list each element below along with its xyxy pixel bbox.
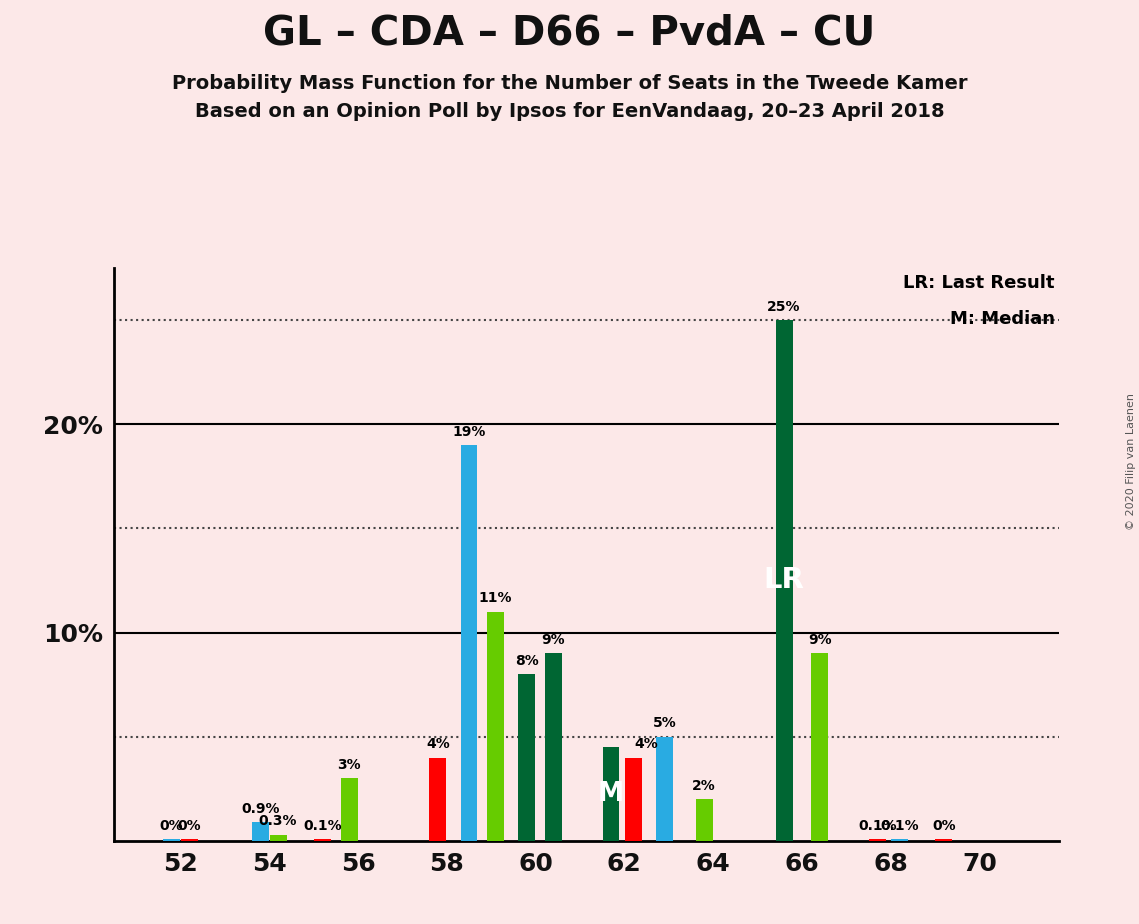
Bar <box>776 320 793 841</box>
Text: M: M <box>598 781 624 807</box>
Bar <box>811 653 828 841</box>
Bar <box>181 839 198 841</box>
Text: 4%: 4% <box>634 737 658 751</box>
Text: GL – CDA – D66 – PvdA – CU: GL – CDA – D66 – PvdA – CU <box>263 14 876 54</box>
Text: M: Median: M: Median <box>950 310 1055 328</box>
Text: 0.1%: 0.1% <box>858 820 896 833</box>
Bar <box>270 834 287 841</box>
Text: 3%: 3% <box>337 758 361 772</box>
Bar <box>314 839 331 841</box>
Text: LR: LR <box>763 566 804 594</box>
Text: 0%: 0% <box>159 820 183 833</box>
Text: 9%: 9% <box>808 633 831 647</box>
Bar <box>429 758 446 841</box>
Text: 0.1%: 0.1% <box>880 820 919 833</box>
Text: 0.3%: 0.3% <box>259 814 297 828</box>
Text: 11%: 11% <box>478 591 513 605</box>
Text: 9%: 9% <box>541 633 565 647</box>
Bar <box>891 839 908 841</box>
Bar <box>656 736 673 841</box>
Text: Probability Mass Function for the Number of Seats in the Tweede Kamer: Probability Mass Function for the Number… <box>172 74 967 93</box>
Text: 0%: 0% <box>178 820 202 833</box>
Text: 0%: 0% <box>932 820 956 833</box>
Bar <box>460 445 477 841</box>
Text: 25%: 25% <box>768 299 801 314</box>
Bar <box>544 653 562 841</box>
Bar <box>487 612 505 841</box>
Bar <box>603 748 620 841</box>
Bar <box>625 758 641 841</box>
Bar <box>518 675 535 841</box>
Text: 8%: 8% <box>515 654 539 668</box>
Text: LR: Last Result: LR: Last Result <box>903 274 1055 292</box>
Text: 0.1%: 0.1% <box>303 820 342 833</box>
Text: 0.9%: 0.9% <box>241 802 279 816</box>
Text: 2%: 2% <box>693 779 716 793</box>
Bar <box>696 799 713 841</box>
Bar <box>163 839 180 841</box>
Bar <box>252 822 269 841</box>
Bar <box>869 839 886 841</box>
Bar <box>341 778 358 841</box>
Text: 19%: 19% <box>452 425 485 439</box>
Text: Based on an Opinion Poll by Ipsos for EenVandaag, 20–23 April 2018: Based on an Opinion Poll by Ipsos for Ee… <box>195 102 944 121</box>
Text: 4%: 4% <box>426 737 450 751</box>
Text: 5%: 5% <box>653 716 677 731</box>
Bar <box>935 839 952 841</box>
Text: © 2020 Filip van Laenen: © 2020 Filip van Laenen <box>1126 394 1136 530</box>
